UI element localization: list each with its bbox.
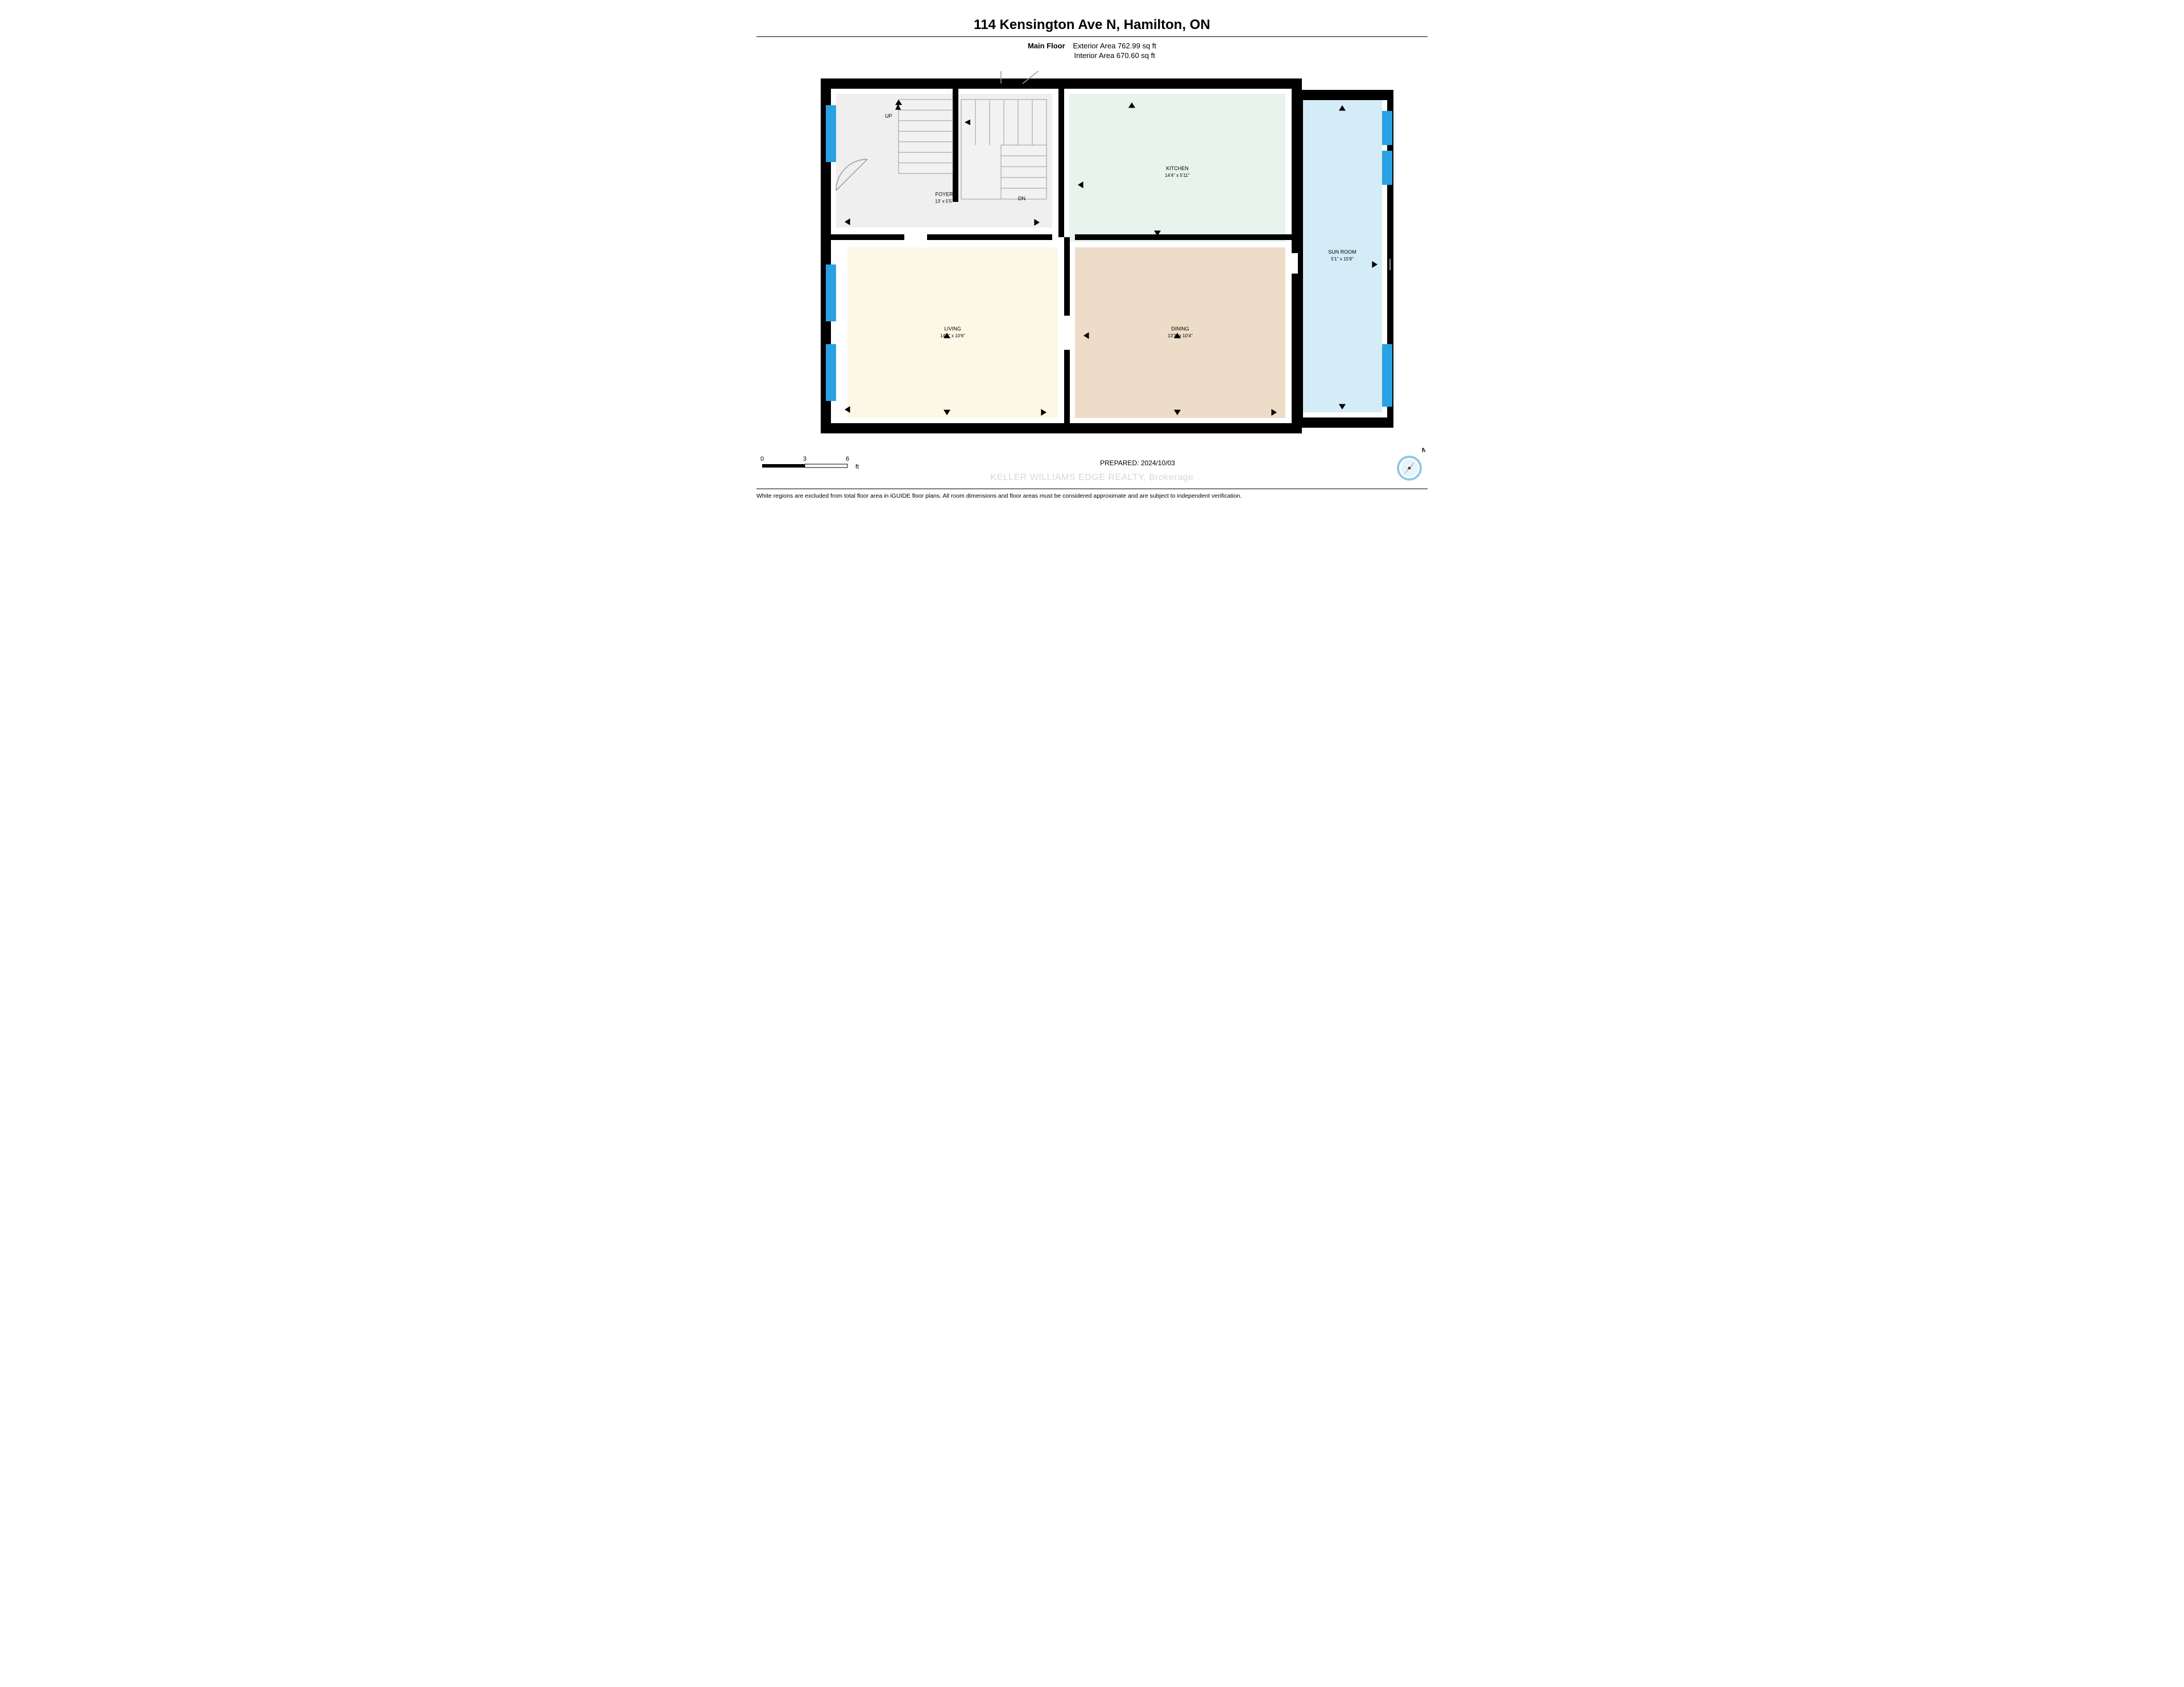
- room-label-living: LIVING: [944, 326, 961, 332]
- room-label-kitchen: KITCHEN: [1166, 166, 1189, 171]
- stair-label: DN: [1018, 196, 1025, 201]
- room-label-dining: DINING: [1171, 326, 1189, 332]
- window: [1382, 111, 1392, 145]
- floorplan-svg: UP DN FOYER 13' x 5'5" KITCHEN 14'4" x 5'11" L…: [756, 71, 1393, 435]
- footnote: White regions are excluded from total fl…: [756, 493, 1428, 499]
- room-dim-sunroom: 5'1" x 15'9": [1331, 257, 1354, 262]
- door-opening: [1287, 253, 1298, 274]
- stair-label: UP: [885, 113, 892, 119]
- compass-pivot: [1408, 467, 1411, 470]
- scale-unit: ft: [855, 464, 859, 470]
- scale-svg: 0 3 6 ft: [756, 452, 882, 474]
- page-title: 114 Kensington Ave N, Hamilton, ON: [756, 17, 1428, 33]
- floorplan-container: UP DN FOYER 13' x 5'5" KITCHEN 14'4" x 5'11" L…: [756, 71, 1428, 435]
- floor-meta: Main Floor Exterior Area 762.99 sq ft Ma…: [756, 42, 1428, 60]
- scale-seg: [805, 464, 847, 468]
- exterior-area: Exterior Area 762.99 sq ft: [1073, 42, 1156, 50]
- room-label-foyer: FOYER: [935, 191, 953, 197]
- stairs: [899, 100, 953, 173]
- door-opening: [1058, 316, 1069, 350]
- compass: N: [1393, 443, 1428, 483]
- title-rule: [756, 36, 1428, 37]
- window: [826, 344, 836, 401]
- room-dining: [1075, 247, 1285, 418]
- prepared-date: PREPARED: 2024/10/03: [882, 459, 1393, 467]
- compass-svg: N: [1393, 443, 1425, 483]
- scale-tick: 3: [803, 456, 806, 462]
- window: [826, 105, 836, 162]
- room-dim-kitchen: 14'4" x 5'11": [1165, 173, 1189, 178]
- scale-tick: 6: [846, 456, 849, 462]
- scale-bar: 0 3 6 ft: [756, 452, 882, 474]
- compass-n-label: N: [1422, 447, 1425, 454]
- window: [1382, 344, 1392, 407]
- scale-tick: 0: [760, 456, 764, 462]
- dimension-arrow-icon: [845, 406, 850, 413]
- window: [1382, 151, 1392, 185]
- window: [826, 264, 836, 321]
- room-label-sunroom: SUN ROOM: [1328, 249, 1356, 255]
- room-living: [847, 247, 1058, 418]
- room-dim-foyer: 13' x 5'5": [935, 199, 953, 204]
- interior-area: Interior Area 670.60 sq ft: [1074, 51, 1155, 60]
- floor-label: Main Floor: [1028, 42, 1065, 50]
- stairs-landing: [1001, 145, 1046, 199]
- scale-seg: [762, 464, 805, 468]
- room-sunroom: [1302, 100, 1382, 412]
